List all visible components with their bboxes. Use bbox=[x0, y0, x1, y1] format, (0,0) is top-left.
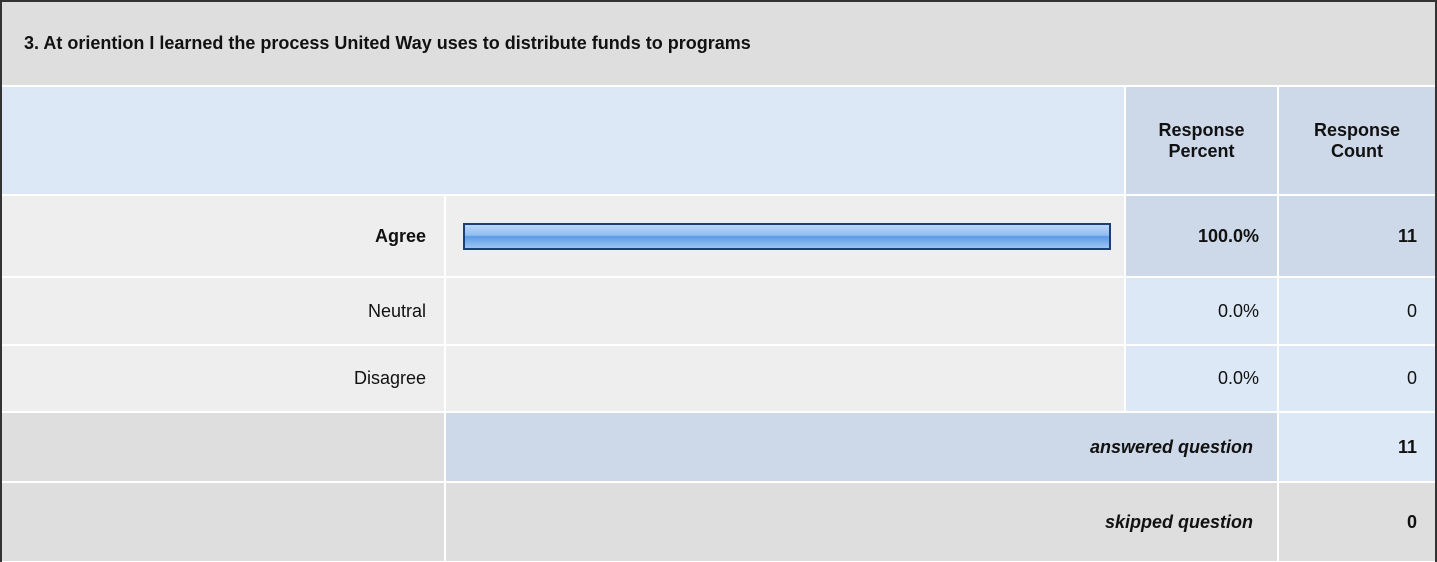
column-header: Response Percent bbox=[1126, 87, 1277, 194]
answer-label: Neutral bbox=[2, 278, 444, 344]
summary-blank bbox=[2, 413, 444, 481]
bar-track bbox=[463, 278, 1111, 344]
header-blank bbox=[2, 87, 1124, 194]
response-percent: 100.0% bbox=[1126, 196, 1277, 276]
summary-blank bbox=[2, 483, 444, 561]
response-percent: 0.0% bbox=[1126, 278, 1277, 344]
skipped-count: 0 bbox=[1279, 483, 1435, 561]
answered-count: 11 bbox=[1279, 413, 1435, 481]
bar-cell bbox=[446, 346, 1124, 411]
bar-track bbox=[463, 196, 1111, 276]
answered-label: answered question bbox=[446, 413, 1277, 481]
response-count: 0 bbox=[1279, 278, 1435, 344]
bar-track bbox=[463, 346, 1111, 411]
skipped-label: skipped question bbox=[446, 483, 1277, 561]
bar-cell bbox=[446, 196, 1124, 276]
answer-label: Disagree bbox=[2, 346, 444, 411]
response-bar bbox=[463, 223, 1111, 250]
column-header: Response Count bbox=[1279, 87, 1435, 194]
response-count: 11 bbox=[1279, 196, 1435, 276]
question-title: 3. At oriention I learned the process Un… bbox=[2, 2, 1435, 85]
bar-cell bbox=[446, 278, 1124, 344]
response-percent: 0.0% bbox=[1126, 346, 1277, 411]
response-count: 0 bbox=[1279, 346, 1435, 411]
answer-label: Agree bbox=[2, 196, 444, 276]
